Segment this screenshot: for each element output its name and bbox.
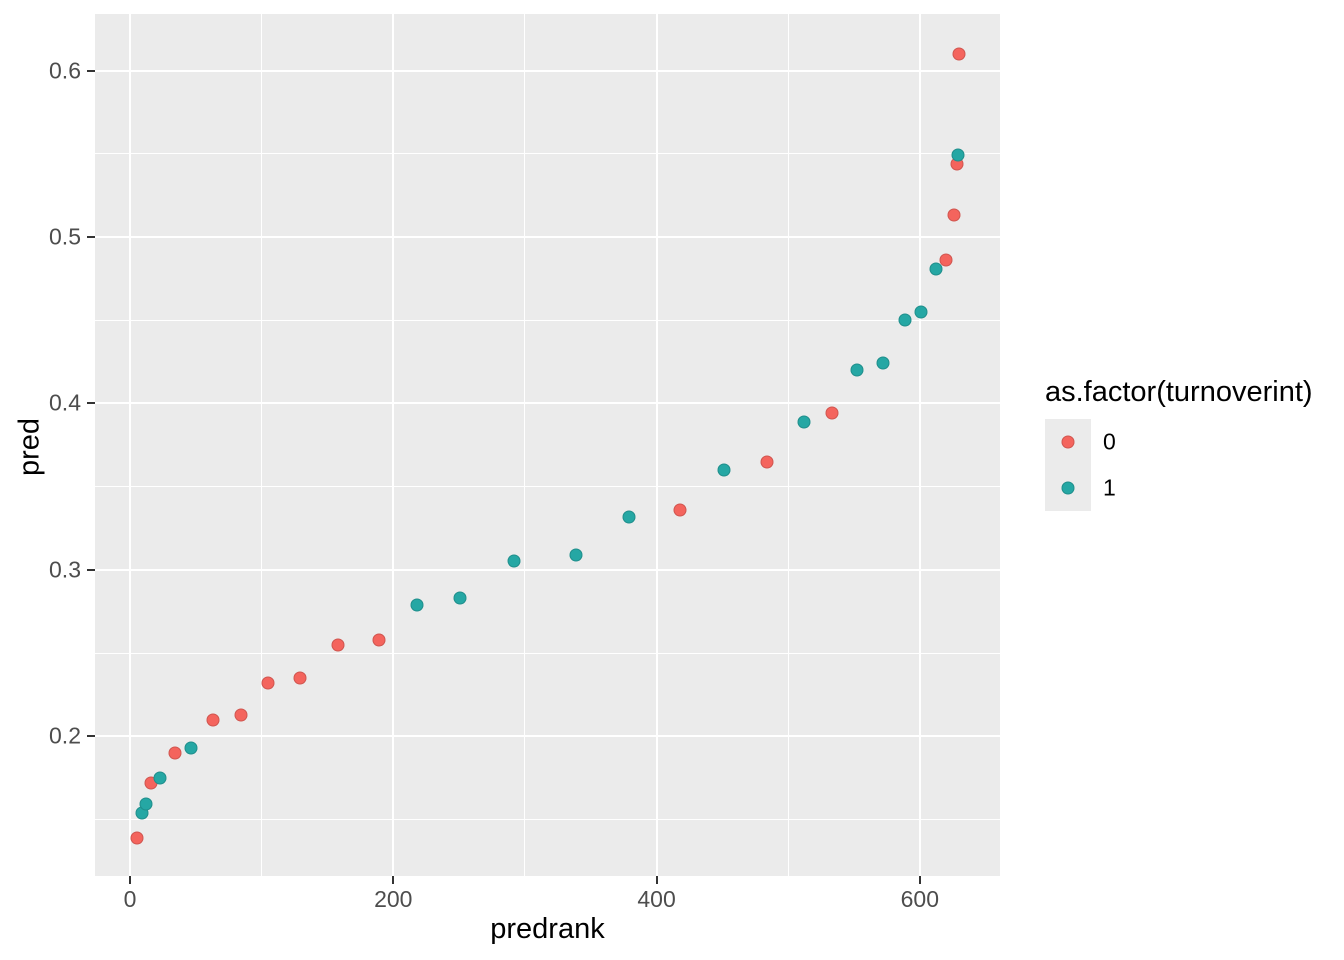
gridline-y-minor [95, 319, 1000, 321]
legend-dot-0 [1061, 435, 1075, 449]
data-point-group-1 [622, 510, 636, 524]
data-point-group-1 [797, 415, 811, 429]
gridline-y-minor [95, 818, 1000, 820]
data-point-group-0 [206, 713, 220, 727]
gridline-x-minor [261, 14, 263, 876]
data-point-group-1 [410, 598, 424, 612]
data-point-group-1 [876, 356, 890, 370]
data-point-group-1 [507, 554, 521, 568]
y-tick-mark [87, 735, 95, 738]
data-point-group-1 [850, 363, 864, 377]
data-point-group-0 [168, 746, 182, 760]
gridline-y-major [95, 402, 1000, 405]
data-point-group-1 [717, 463, 731, 477]
x-tick-label: 600 [900, 886, 940, 912]
gridline-y-minor [95, 153, 1000, 155]
data-point-group-0 [293, 671, 307, 685]
data-point-group-0 [234, 708, 248, 722]
x-tick-label: 400 [637, 886, 676, 912]
gridline-x-major [392, 14, 395, 876]
x-tick-label: 0 [123, 886, 137, 912]
gridline-y-major [95, 568, 1000, 571]
data-point-group-1 [453, 591, 467, 605]
data-point-group-0 [952, 47, 966, 61]
data-point-group-1 [184, 741, 198, 755]
x-tick-mark [392, 876, 395, 884]
legend-dot-1 [1061, 481, 1075, 495]
y-tick-label: 0.3 [49, 556, 81, 583]
legend-key-0 [1045, 419, 1091, 465]
data-point-group-0 [947, 208, 961, 222]
x-tick-label: 200 [374, 886, 413, 912]
data-point-group-1 [951, 148, 965, 162]
x-tick-mark [918, 876, 921, 884]
gridline-y-major [95, 235, 1000, 238]
x-tick-mark [129, 876, 131, 884]
data-point-group-0 [939, 253, 953, 267]
data-point-group-0 [331, 638, 345, 652]
gridline-x-major [918, 14, 921, 876]
x-tick-mark [655, 876, 658, 884]
data-point-group-1 [153, 771, 167, 785]
x-axis-title: predrank [490, 913, 605, 945]
data-point-group-0 [760, 455, 774, 469]
gridline-y-minor [95, 486, 1000, 488]
data-point-group-1 [898, 313, 912, 327]
y-tick-mark [87, 235, 95, 238]
data-point-group-0 [130, 831, 144, 845]
data-point-group-0 [261, 676, 275, 690]
y-tick-mark [87, 402, 95, 405]
plot-panel [95, 14, 1000, 876]
data-point-group-0 [372, 633, 386, 647]
legend-title: as.factor(turnoverint) [1045, 376, 1313, 408]
legend-key-1 [1045, 465, 1091, 511]
data-point-group-1 [929, 262, 943, 276]
y-tick-label: 0.4 [49, 389, 81, 416]
data-point-group-1 [569, 548, 583, 562]
gridline-x-major [655, 14, 658, 876]
gridline-x-minor [524, 14, 526, 876]
gridline-y-major [95, 735, 1000, 738]
data-point-group-0 [825, 406, 839, 420]
legend-label-0: 0 [1103, 428, 1116, 455]
y-tick-label: 0.6 [49, 57, 81, 84]
gridline-y-minor [95, 652, 1000, 654]
y-tick-label: 0.2 [49, 722, 81, 749]
y-tick-mark [87, 568, 95, 571]
data-point-group-0 [673, 503, 687, 517]
data-point-group-1 [139, 797, 153, 811]
y-tick-label: 0.5 [49, 223, 81, 250]
data-point-group-1 [914, 305, 928, 319]
gridline-x-major [129, 14, 131, 876]
y-tick-mark [87, 69, 95, 72]
gridline-y-major [95, 69, 1000, 72]
gridline-x-minor [787, 14, 789, 876]
legend-label-1: 1 [1103, 474, 1116, 501]
